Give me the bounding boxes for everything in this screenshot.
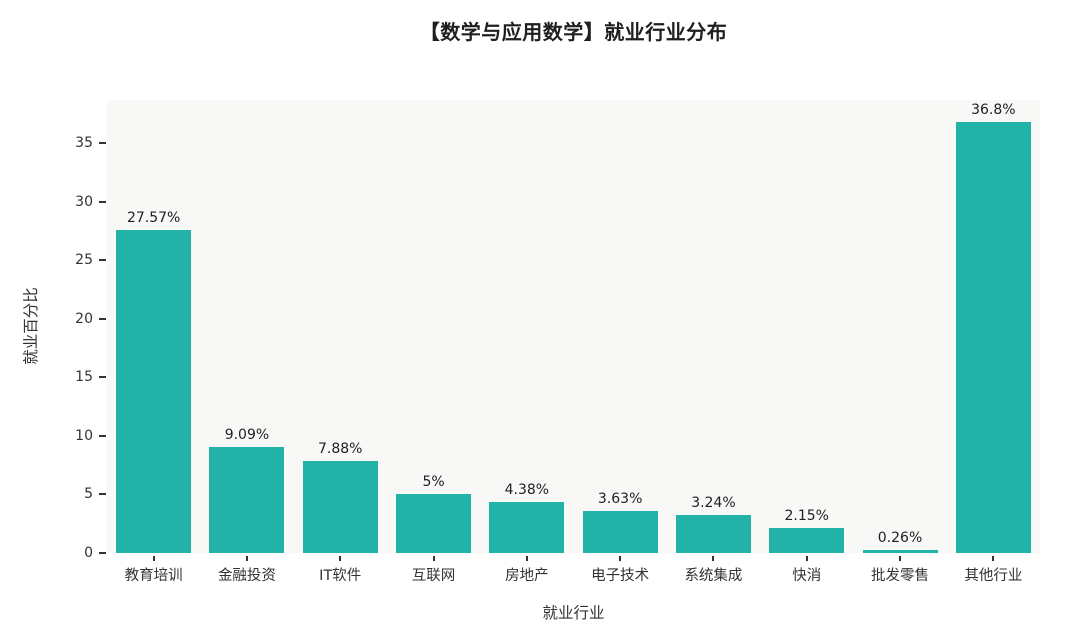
- y-axis-tick-mark: [99, 434, 106, 437]
- y-axis-tick-mark: [99, 259, 106, 262]
- x-axis-title: 就业行业: [542, 604, 605, 622]
- y-axis-tick-mark: [99, 142, 106, 145]
- bar-其他行业: [955, 122, 1031, 553]
- y-axis-tick-label: 25: [75, 252, 93, 269]
- bar-value-label: 5%: [422, 474, 445, 491]
- x-axis-tick-label: 快消: [792, 568, 822, 584]
- x-axis-tick-mark: [619, 556, 622, 561]
- bar-value-label: 4.38%: [504, 481, 550, 498]
- x-axis-tick-label: 互联网: [411, 568, 456, 584]
- bar-教育培训: [116, 230, 192, 553]
- y-axis-tick-label: 20: [75, 310, 93, 327]
- bar-value-label: 7.88%: [318, 440, 363, 457]
- x-axis-tick-mark: [245, 556, 248, 561]
- x-axis-tick-mark: [992, 556, 995, 561]
- x-axis-tick-label: 金融投资: [217, 568, 276, 584]
- bar-快消: [769, 527, 845, 553]
- x-axis-tick-label: 系统集成: [684, 568, 743, 584]
- y-axis-tick-label: 10: [75, 427, 93, 444]
- bar-批发零售: [862, 549, 938, 553]
- x-axis-tick-label: 电子技术: [591, 568, 650, 584]
- y-axis-tick-label: 5: [84, 486, 93, 503]
- y-axis-tick-mark: [99, 200, 106, 203]
- x-axis-tick-mark: [339, 556, 342, 561]
- y-axis-tick-label: 0: [84, 545, 93, 561]
- x-axis-tick-label: 批发零售: [871, 568, 930, 584]
- chart-title: 【数学与应用数学】就业行业分布: [419, 20, 728, 44]
- x-axis-tick-mark: [525, 556, 528, 561]
- x-axis-tick-label: 教育培训: [124, 568, 183, 584]
- y-axis-tick-label: 30: [75, 193, 93, 210]
- bar-金融投资: [209, 446, 285, 553]
- y-axis-tick-label: 35: [75, 135, 93, 152]
- x-axis-tick-mark: [899, 556, 902, 561]
- y-axis-tick-label: 15: [75, 369, 93, 386]
- y-axis-tick-mark: [99, 493, 106, 496]
- x-axis-tick-label: 其他行业: [964, 568, 1023, 584]
- x-axis-tick-mark: [805, 556, 808, 561]
- bar-value-label: 3.63%: [597, 490, 643, 507]
- x-axis-tick-label: 房地产: [505, 568, 549, 584]
- bar-系统集成: [675, 515, 751, 553]
- bar-value-label: 2.15%: [784, 507, 829, 524]
- x-axis-tick-mark: [432, 556, 435, 561]
- bar-房地产: [489, 501, 565, 553]
- bar-电子技术: [582, 510, 658, 553]
- bar-value-label: 27.57%: [126, 210, 181, 227]
- bar-value-label: 9.09%: [224, 426, 270, 443]
- y-axis-tick-mark: [99, 317, 106, 320]
- x-axis-tick-mark: [152, 556, 155, 561]
- bar-value-label: 3.24%: [691, 495, 736, 512]
- x-axis-tick-label: IT软件: [319, 568, 362, 584]
- bar-互联网: [396, 494, 472, 553]
- bar-IT软件: [302, 460, 378, 553]
- bar-value-label: 0.26%: [877, 529, 923, 546]
- plot-area: 27.57% 9.09% 7.88% 5% 4.38% 3.63% 3.24% 2.15% 0.…: [107, 100, 1040, 553]
- y-axis-tick-mark: [99, 552, 106, 554]
- bar-value-label: 36.8%: [971, 102, 1016, 119]
- x-axis-tick-mark: [712, 556, 715, 561]
- y-axis-tick-mark: [99, 376, 106, 379]
